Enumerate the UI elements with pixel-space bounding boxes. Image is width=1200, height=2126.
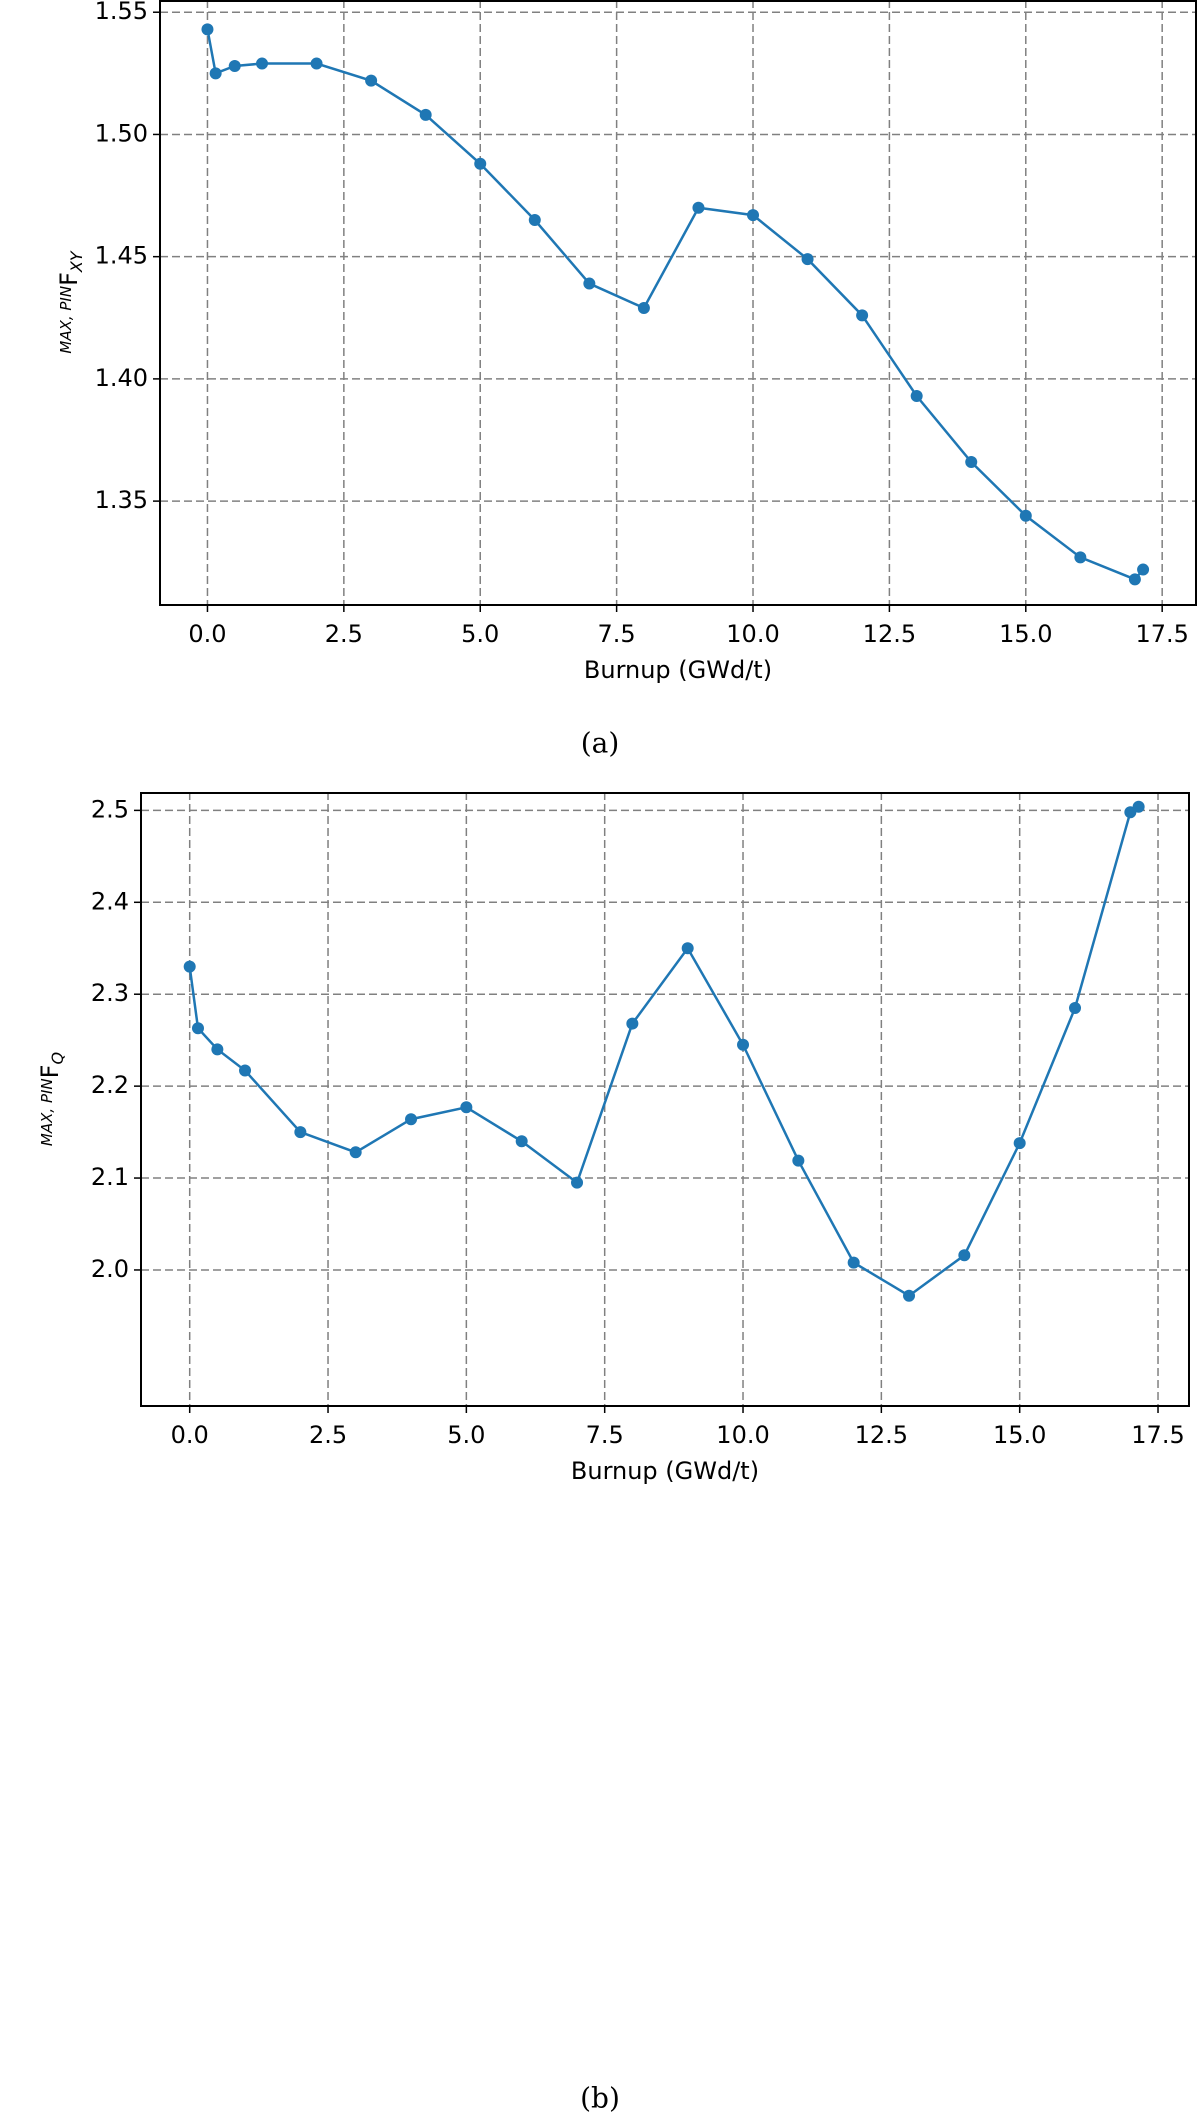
data-point: [1013, 1137, 1026, 1150]
x-axis-label: Burnup (GWd/t): [584, 656, 772, 684]
data-point: [365, 74, 378, 87]
x-tick-label: 7.5: [586, 1421, 624, 1449]
data-point: [228, 60, 241, 72]
y-axis-label: MAX, PINFXY: [55, 250, 86, 353]
data-point: [792, 1154, 805, 1167]
data-point: [419, 108, 432, 121]
x-tick-label: 17.5: [1131, 1421, 1184, 1449]
caption: (b): [580, 2082, 620, 2115]
y-tick-label: 2.5: [91, 795, 129, 823]
x-tick-label: 10.0: [716, 1421, 769, 1449]
x-tick-label: 7.5: [598, 620, 636, 648]
data-point: [349, 1146, 362, 1159]
y-tick-label: 2.1: [91, 1163, 129, 1191]
y-label-superscript: MAX, PIN: [38, 1078, 56, 1146]
data-point: [1074, 551, 1087, 564]
y-tick-label: 1.50: [95, 119, 148, 147]
y-tick-label: 1.35: [95, 486, 148, 514]
data-point: [965, 456, 978, 468]
y-label-subscript: Q: [48, 1052, 67, 1065]
x-tick-label: 15.0: [999, 620, 1052, 648]
y-tick-label: 2.4: [91, 887, 129, 915]
data-point: [1132, 800, 1145, 813]
data-point: [201, 23, 214, 36]
data-point: [191, 1022, 204, 1035]
data-point: [460, 1101, 473, 1114]
data-point: [903, 1289, 916, 1302]
y-label-subscript: XY: [67, 250, 86, 273]
data-point: [183, 960, 196, 973]
data-point: [681, 942, 694, 955]
data-point: [1128, 573, 1141, 586]
data-point: [958, 1249, 971, 1262]
y-tick-label: 1.55: [95, 0, 148, 25]
data-point: [583, 277, 596, 290]
x-axis-label: Burnup (GWd/t): [571, 1457, 759, 1485]
data-point: [910, 390, 923, 402]
y-tick-label: 1.40: [95, 364, 148, 392]
data-point: [571, 1176, 584, 1189]
data-point: [856, 309, 869, 322]
y-tick-label: 1.45: [95, 242, 148, 270]
y-label-main: F: [55, 272, 83, 286]
x-tick-label: 10.0: [726, 620, 779, 648]
x-tick-label: 0.0: [171, 1421, 209, 1449]
data-point: [1069, 1002, 1082, 1015]
x-tick-label: 0.0: [188, 620, 226, 648]
y-axis-label: MAX, PINFQ: [36, 1052, 67, 1146]
data-line: [188, 805, 1140, 1298]
x-tick-label: 2.5: [309, 1421, 347, 1449]
data-point: [405, 1113, 418, 1126]
plot-frame: [159, 0, 1197, 606]
y-tick-label: 2.2: [91, 1071, 129, 1099]
x-tick-label: 5.0: [461, 620, 499, 648]
y-tick-label: 2.3: [91, 979, 129, 1007]
data-point: [1137, 563, 1150, 576]
data-point: [737, 1038, 750, 1051]
data-point: [528, 214, 541, 226]
x-tick-label: 2.5: [325, 620, 363, 648]
data-point: [256, 57, 269, 70]
plot-frame: [140, 792, 1190, 1407]
data-point: [637, 302, 650, 314]
y-label-superscript: MAX, PIN: [57, 286, 75, 354]
data-point: [747, 209, 760, 222]
data-point: [474, 157, 487, 170]
y-label-main: F: [36, 1065, 64, 1079]
data-point: [515, 1135, 528, 1148]
data-point: [626, 1017, 639, 1030]
x-tick-label: 12.5: [863, 620, 916, 648]
data-point: [801, 253, 814, 266]
data-point: [239, 1064, 252, 1077]
data-point: [847, 1256, 860, 1269]
data-point: [209, 67, 222, 80]
x-tick-label: 17.5: [1135, 620, 1188, 648]
x-tick-label: 12.5: [855, 1421, 908, 1449]
data-point: [1019, 509, 1032, 522]
data-point: [692, 201, 705, 214]
data-point: [211, 1043, 224, 1056]
data-point: [310, 57, 323, 70]
y-tick-label: 2.0: [91, 1255, 129, 1283]
data-point: [294, 1126, 307, 1139]
data-line: [206, 29, 1145, 581]
caption: (a): [581, 727, 620, 760]
x-tick-label: 15.0: [993, 1421, 1046, 1449]
x-tick-label: 5.0: [447, 1421, 485, 1449]
